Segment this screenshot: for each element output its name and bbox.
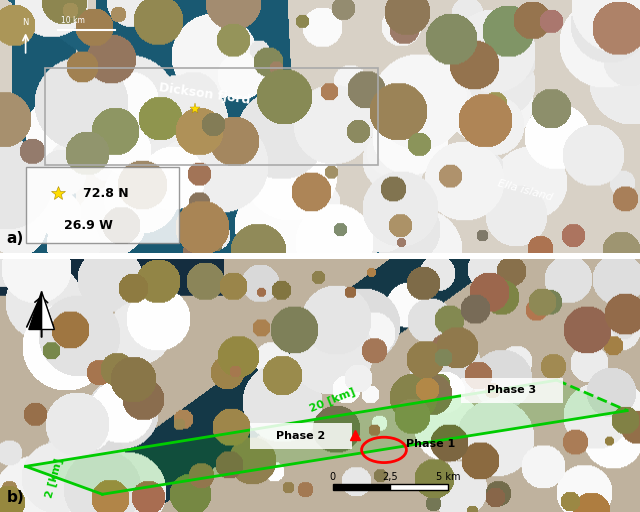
Text: Phase 3: Phase 3 (488, 386, 536, 395)
Text: 2 [km]: 2 [km] (44, 457, 65, 499)
FancyBboxPatch shape (461, 378, 563, 403)
Text: N: N (22, 18, 29, 27)
Text: 10 km: 10 km (61, 16, 84, 25)
Polygon shape (42, 291, 54, 330)
Text: b): b) (6, 490, 24, 505)
Text: Phase 2: Phase 2 (276, 431, 325, 441)
Polygon shape (26, 380, 627, 494)
Text: Dickson fjord: Dickson fjord (158, 81, 252, 106)
Text: 0: 0 (330, 472, 336, 482)
Text: 72.8 N: 72.8 N (83, 187, 129, 200)
Polygon shape (29, 291, 42, 330)
Text: a): a) (6, 231, 24, 246)
Bar (333, 484, 390, 490)
Text: Ella island: Ella island (496, 178, 554, 202)
Text: 26.9 W: 26.9 W (64, 219, 113, 232)
Text: Phase 1: Phase 1 (406, 439, 456, 450)
Bar (390, 484, 448, 490)
Text: 2,5: 2,5 (383, 472, 398, 482)
FancyBboxPatch shape (26, 167, 179, 243)
Text: 20 [km]: 20 [km] (308, 387, 357, 414)
Text: 5 km: 5 km (436, 472, 460, 482)
Bar (45, 69, 378, 165)
FancyBboxPatch shape (250, 423, 352, 449)
